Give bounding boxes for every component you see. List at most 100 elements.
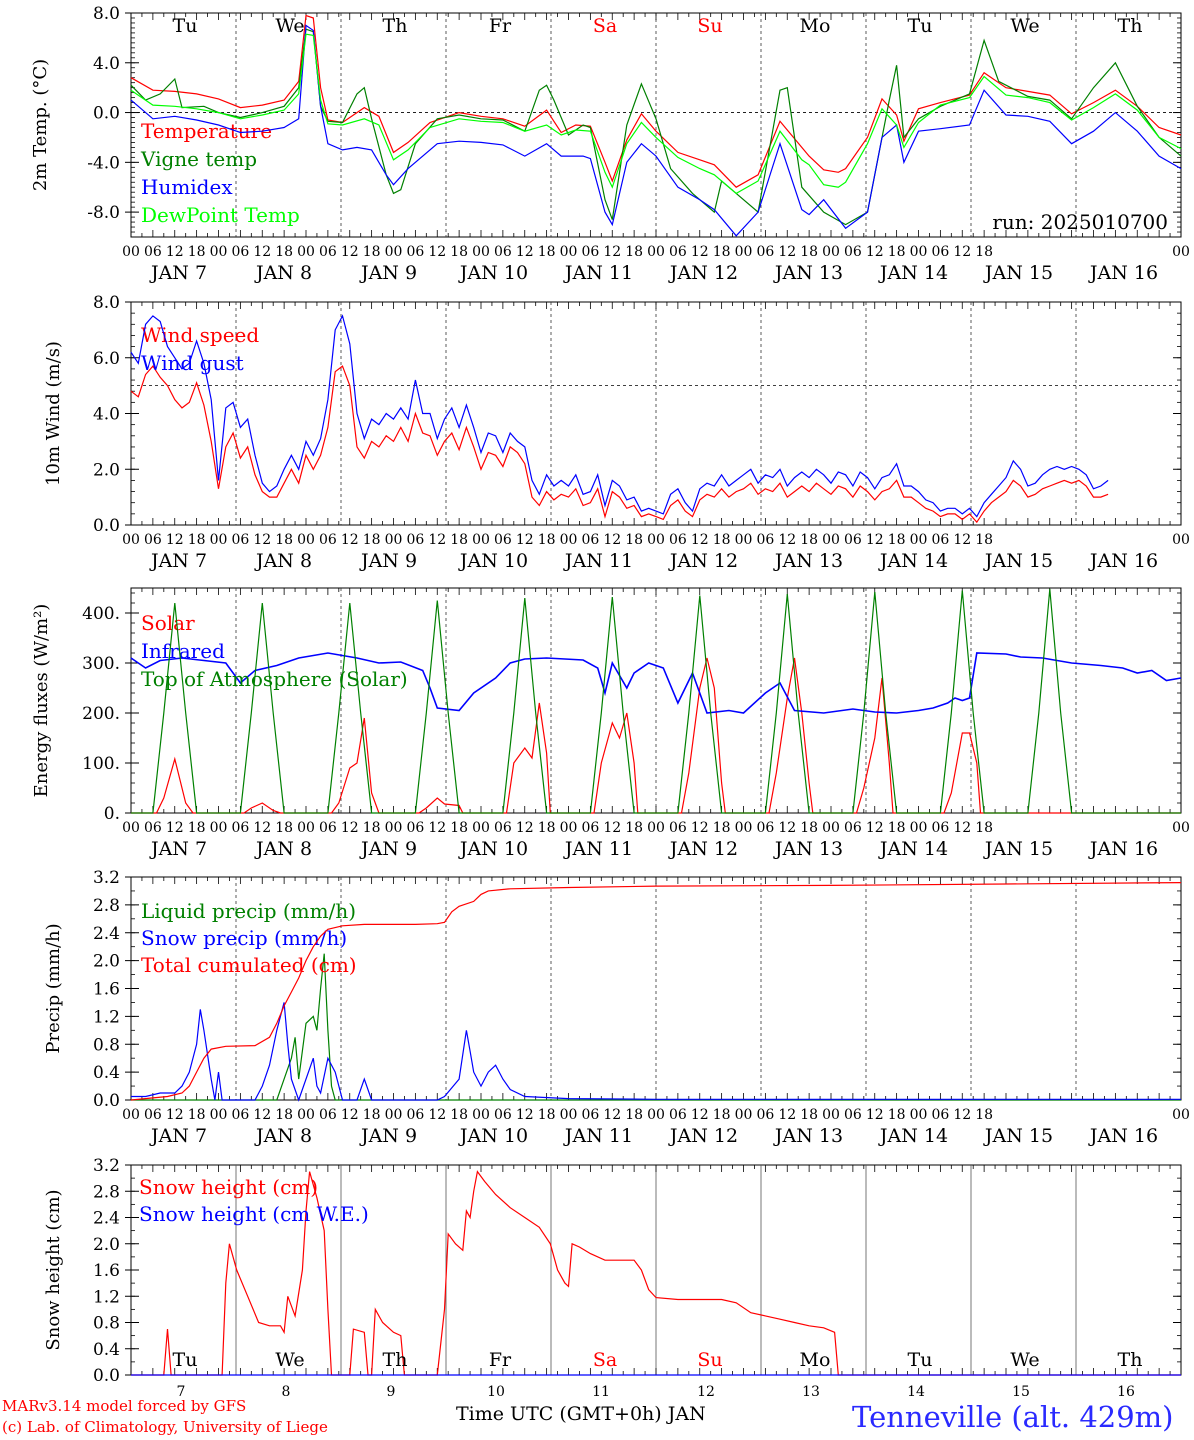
y-tick-label: 1.2 <box>93 1287 120 1307</box>
hour-label: 00 <box>122 1107 140 1123</box>
hour-label: 12 <box>428 820 446 836</box>
hour-label: 00 <box>822 244 840 260</box>
hour-label: 18 <box>975 820 993 836</box>
date-label: JAN 14 <box>878 1125 948 1147</box>
hour-label: 00 <box>560 244 578 260</box>
hour-label: 12 <box>603 820 621 836</box>
hour-label: 06 <box>756 532 774 548</box>
hour-label: 18 <box>888 1107 906 1123</box>
day-number-label: 12 <box>697 1384 715 1400</box>
panel-3: 0. 100. 200. 300. 400. Energy fluxes (W/m²) So… <box>31 587 1190 860</box>
hour-label: 12 <box>691 532 709 548</box>
hour-label: 18 <box>538 244 556 260</box>
legend-entry: Infrared <box>141 639 225 663</box>
model-credit-line1: MARv3.14 model forced by GFS <box>2 1397 247 1415</box>
series-line-1 <box>130 14 1182 188</box>
hour-label: 18 <box>538 820 556 836</box>
hour-label: 12 <box>953 244 971 260</box>
hour-label: 06 <box>844 820 862 836</box>
hour-label: 18 <box>450 1107 468 1123</box>
hour-label: 06 <box>144 1107 162 1123</box>
hour-label: 12 <box>166 532 184 548</box>
hour-label: 00 <box>647 1107 665 1123</box>
y-tick-label: 0.0 <box>93 516 120 536</box>
y-axis-label: Precip (mm/h) <box>43 923 64 1053</box>
hour-label: 18 <box>363 1107 381 1123</box>
hour-label: 18 <box>888 532 906 548</box>
date-label: JAN 11 <box>563 262 633 284</box>
date-label: JAN 13 <box>773 1125 843 1147</box>
hour-label: 18 <box>625 244 643 260</box>
hour-label: 12 <box>428 244 446 260</box>
date-label: JAN 9 <box>359 550 417 572</box>
hour-label: 18 <box>713 244 731 260</box>
hour-label: 12 <box>253 532 271 548</box>
run-annotation: run: 2025010700 <box>992 210 1168 234</box>
weekday-label: Su <box>697 15 722 37</box>
hour-label: 18 <box>800 532 818 548</box>
y-tick-label: 0.8 <box>93 1035 120 1055</box>
hour-label: 06 <box>669 1107 687 1123</box>
date-label: JAN 9 <box>359 1125 417 1147</box>
hour-label: 18 <box>975 532 993 548</box>
y-tick-label: 8.0 <box>93 293 120 313</box>
hour-label: 18 <box>538 532 556 548</box>
hour-label: 12 <box>516 244 534 260</box>
hour-label: 00 <box>910 244 928 260</box>
hour-label: 00 <box>560 820 578 836</box>
hour-label: 06 <box>931 244 949 260</box>
hour-label: 06 <box>931 1107 949 1123</box>
date-label: JAN 8 <box>254 262 312 284</box>
series-line-3 <box>131 588 1181 814</box>
day-number-label: 10 <box>487 1384 505 1400</box>
date-label: JAN 11 <box>563 550 633 572</box>
legend-entry: Total cumulated (cm) <box>141 953 357 977</box>
legend-entry: Wind speed <box>141 323 259 347</box>
hour-label: 12 <box>428 532 446 548</box>
y-axis-label: 10m Wind (m/s) <box>43 341 64 486</box>
date-label: JAN 12 <box>668 838 738 860</box>
hour-label: 18 <box>625 1107 643 1123</box>
weekday-label: We <box>1010 1349 1039 1371</box>
hour-label: 18 <box>800 820 818 836</box>
y-tick-label: 100. <box>82 754 120 774</box>
y-tick-label: 0.0 <box>93 1366 120 1386</box>
hour-label: 12 <box>866 820 884 836</box>
plot-frame <box>130 301 1182 526</box>
date-label: JAN 9 <box>359 838 417 860</box>
weekday-label: Th <box>383 15 408 37</box>
hour-label: 12 <box>166 244 184 260</box>
y-tick-label: 0.8 <box>93 1314 120 1334</box>
hour-label: 06 <box>844 532 862 548</box>
hour-label: 06 <box>406 532 424 548</box>
series-line-3 <box>130 24 1182 237</box>
legend-entry: Liquid precip (mm/h) <box>141 899 356 923</box>
weekday-label: Fr <box>489 1349 512 1371</box>
hour-label: 06 <box>931 820 949 836</box>
date-label: JAN 16 <box>1088 1125 1158 1147</box>
hour-label: 06 <box>669 244 687 260</box>
series-line-2 <box>130 314 1109 518</box>
hour-label: 06 <box>756 1107 774 1123</box>
hour-label: 00 <box>472 532 490 548</box>
hour-label: 12 <box>953 1107 971 1123</box>
y-tick-label: 2.0 <box>93 460 120 480</box>
hour-label: 00 <box>735 1107 753 1123</box>
hour-label: 12 <box>778 244 796 260</box>
hour-label: 18 <box>275 532 293 548</box>
hour-label: 18 <box>450 820 468 836</box>
series-line-1 <box>131 1170 1181 1376</box>
hour-label: 06 <box>406 1107 424 1123</box>
hour-label: 06 <box>319 820 337 836</box>
series-line-2 <box>131 1002 1181 1102</box>
weekday-label: Tu <box>173 15 198 37</box>
series-line-2 <box>130 652 1182 714</box>
date-label: JAN 10 <box>458 838 528 860</box>
hour-label: 06 <box>581 1107 599 1123</box>
date-label: JAN 8 <box>254 1125 312 1147</box>
date-label: JAN 16 <box>1088 550 1158 572</box>
hour-label: 12 <box>428 1107 446 1123</box>
series-line-1 <box>131 953 1181 1101</box>
date-label: JAN 13 <box>773 838 843 860</box>
